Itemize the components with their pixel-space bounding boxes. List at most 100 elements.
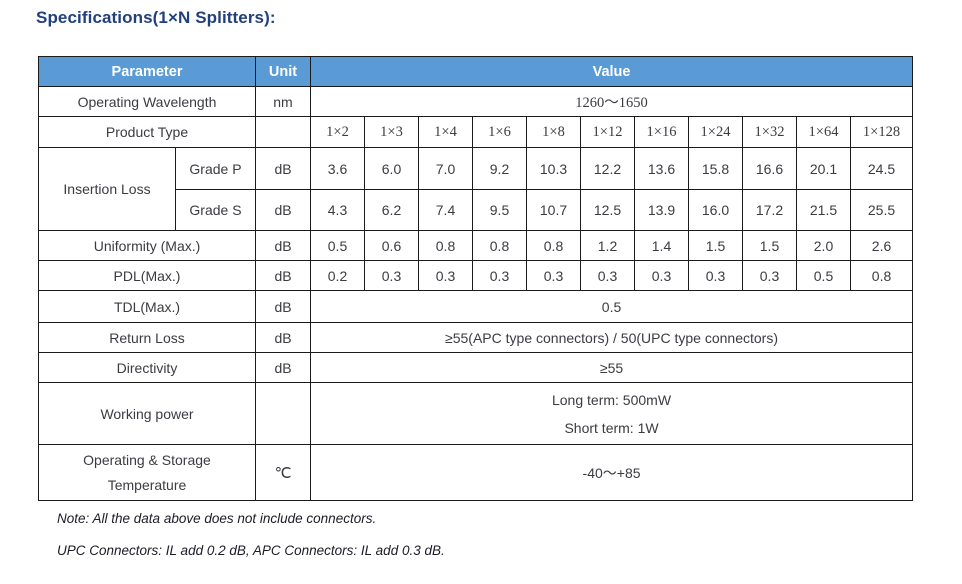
pdl-value-cell: 0.3 xyxy=(634,260,689,291)
pdl-value-cell: 0.3 xyxy=(688,260,743,291)
grade-s-value-cell: 7.4 xyxy=(418,189,473,231)
row-tdl: TDL(Max.) dB 0.5 xyxy=(38,290,914,323)
temperature-value-cell: -40～+85 xyxy=(309,444,914,501)
param-label: TDL(Max.) xyxy=(38,290,256,323)
row-insertion-loss-grade-p: Insertion Loss Grade P dB 3.6 6.0 7.0 9.… xyxy=(38,147,914,231)
uniformity-value-cell: 0.6 xyxy=(364,230,419,261)
uniformity-value-cell: 1.4 xyxy=(634,230,689,261)
header-parameter: Parameter xyxy=(38,56,256,87)
grade-s-value-cell: 10.7 xyxy=(526,189,581,231)
param-label: Directivity xyxy=(38,352,256,383)
row-return-loss: Return Loss dB ≥55(APC type connectors) … xyxy=(38,322,914,353)
uniformity-value-cell: 0.8 xyxy=(526,230,581,261)
grade-p-value-cell: 9.2 xyxy=(472,147,527,190)
row-insertion-loss-grade-s: Grade S dB 4.3 6.2 7.4 9.5 10.7 12.5 13.… xyxy=(39,189,914,231)
page-title: Specifications(1×N Splitters): xyxy=(36,8,276,27)
uniformity-value-cell: 0.8 xyxy=(418,230,473,261)
header-row: Parameter Unit Value xyxy=(38,56,914,87)
row-product-type: Product Type 1×2 1×3 1×4 1×6 1×8 1×12 1×… xyxy=(38,116,914,148)
grade-s-value-cell: 21.5 xyxy=(796,189,851,231)
param-label: Operating Wavelength xyxy=(38,86,256,117)
pdl-value-cell: 0.5 xyxy=(796,260,851,291)
note-connectors: Note: All the data above does not includ… xyxy=(57,511,377,526)
product-type-cell: 1×8 xyxy=(526,116,581,148)
unit-cell: dB xyxy=(255,230,311,261)
product-type-cell: 1×12 xyxy=(580,116,635,148)
product-type-cell: 1×24 xyxy=(688,116,743,148)
working-power-long-term: Long term: 500mW xyxy=(551,391,672,408)
uniformity-value-cell: 1.2 xyxy=(580,230,635,261)
uniformity-value-cell: 2.6 xyxy=(849,230,914,261)
temperature-label-line2: Temperature xyxy=(107,477,187,493)
product-type-cell: 1×2 xyxy=(310,116,365,148)
grade-p-value-cell: 12.2 xyxy=(580,147,635,190)
directivity-value-cell: ≥55 xyxy=(309,352,914,383)
pdl-value-cell: 0.3 xyxy=(418,260,473,291)
grade-p-value-cell: 15.8 xyxy=(688,147,743,190)
unit-cell: dB xyxy=(255,290,311,323)
header-value: Value xyxy=(309,56,914,87)
unit-cell: nm xyxy=(255,86,311,117)
product-type-cell: 1×3 xyxy=(364,116,419,148)
product-type-cell: 1×128 xyxy=(849,116,914,148)
product-type-cell: 1×32 xyxy=(742,116,797,148)
uniformity-value-cell: 0.8 xyxy=(472,230,527,261)
uniformity-value-cell: 1.5 xyxy=(742,230,797,261)
return-loss-value-cell: ≥55(APC type connectors) / 50(UPC type c… xyxy=(309,322,914,353)
param-label-insertion-loss: Insertion Loss xyxy=(38,147,176,231)
tdl-value-cell: 0.5 xyxy=(309,290,914,323)
row-working-power: Working power Long term: 500mW Short ter… xyxy=(38,382,914,445)
row-uniformity: Uniformity (Max.) dB 0.5 0.6 0.8 0.8 0.8… xyxy=(38,230,914,261)
grade-s-value-cell: 6.2 xyxy=(364,189,419,231)
row-operating-wavelength: Operating Wavelength nm 1260～1650 xyxy=(38,86,914,117)
unit-cell: dB xyxy=(255,260,311,291)
row-pdl: PDL(Max.) dB 0.2 0.3 0.3 0.3 0.3 0.3 0.3… xyxy=(38,260,914,291)
grade-p-value-cell: 3.6 xyxy=(310,147,365,190)
grade-p-value-cell: 20.1 xyxy=(796,147,851,190)
param-label: Product Type xyxy=(38,116,256,148)
unit-cell: dB xyxy=(255,189,311,231)
grade-s-value-cell: 17.2 xyxy=(742,189,797,231)
unit-cell xyxy=(255,382,311,445)
unit-cell: dB xyxy=(255,322,311,353)
pdl-value-cell: 0.3 xyxy=(526,260,581,291)
header-unit: Unit xyxy=(255,56,311,87)
uniformity-value-cell: 2.0 xyxy=(796,230,851,261)
value-cell: 1260～1650 xyxy=(309,86,914,117)
pdl-value-cell: 0.3 xyxy=(580,260,635,291)
grade-s-value-cell: 13.9 xyxy=(634,189,689,231)
temperature-label-line1: Operating & Storage xyxy=(83,452,211,468)
grade-p-value-cell: 6.0 xyxy=(364,147,419,190)
grade-s-value-cell: 9.5 xyxy=(472,189,527,231)
param-label: Return Loss xyxy=(38,322,256,353)
grade-s-value-cell: 16.0 xyxy=(688,189,743,231)
pdl-value-cell: 0.3 xyxy=(742,260,797,291)
note-il-add: UPC Connectors: IL add 0.2 dB, APC Conne… xyxy=(57,543,445,558)
grade-label: Grade P xyxy=(175,147,256,190)
param-label: PDL(Max.) xyxy=(38,260,256,291)
grade-s-value-cell: 12.5 xyxy=(580,189,635,231)
param-label: Uniformity (Max.) xyxy=(38,230,256,261)
unit-cell xyxy=(255,116,311,148)
working-power-short-term: Short term: 1W xyxy=(564,419,659,436)
grade-p-value-cell: 24.5 xyxy=(849,147,914,190)
pdl-value-cell: 0.2 xyxy=(310,260,365,291)
unit-cell: dB xyxy=(255,352,311,383)
pdl-value-cell: 0.3 xyxy=(472,260,527,291)
working-power-value-cell: Long term: 500mW Short term: 1W xyxy=(309,382,914,445)
product-type-cell: 1×64 xyxy=(796,116,851,148)
unit-cell: dB xyxy=(255,147,311,190)
unit-cell: ℃ xyxy=(255,444,311,501)
pdl-value-cell: 0.8 xyxy=(849,260,914,291)
product-type-cell: 1×6 xyxy=(472,116,527,148)
pdl-value-cell: 0.3 xyxy=(364,260,419,291)
row-temperature: Operating & Storage Temperature ℃ -40～+8… xyxy=(38,444,914,501)
grade-p-value-cell: 16.6 xyxy=(742,147,797,190)
product-type-cell: 1×16 xyxy=(634,116,689,148)
specifications-table: Parameter Unit Value Operating Wavelengt… xyxy=(38,56,914,501)
grade-label: Grade S xyxy=(175,189,256,231)
param-label: Working power xyxy=(38,382,256,445)
uniformity-value-cell: 1.5 xyxy=(688,230,743,261)
row-directivity: Directivity dB ≥55 xyxy=(38,352,914,383)
grade-p-value-cell: 7.0 xyxy=(418,147,473,190)
